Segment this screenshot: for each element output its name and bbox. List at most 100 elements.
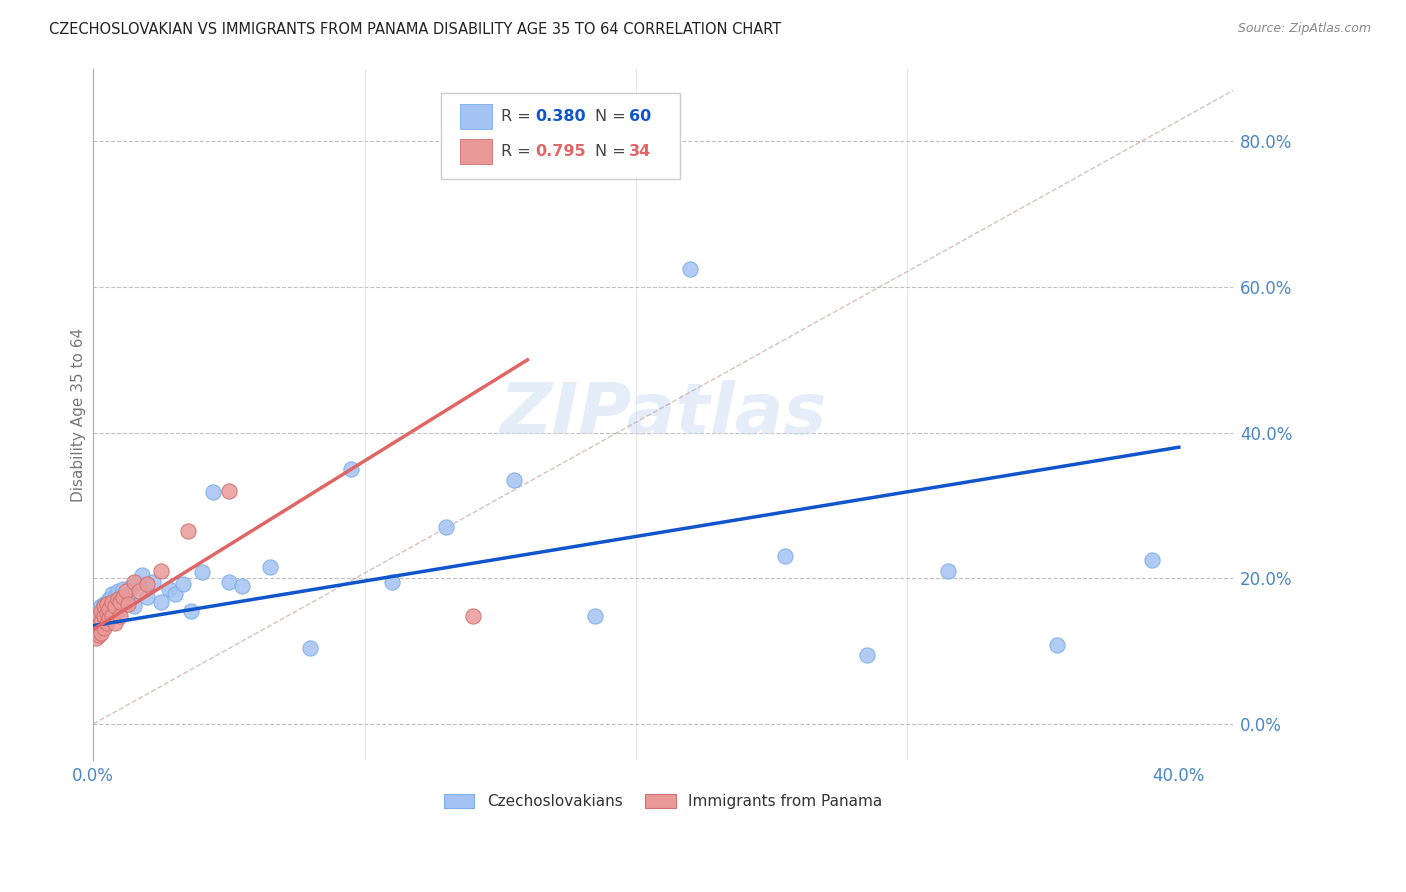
Point <box>218 483 240 498</box>
Point <box>96 597 118 611</box>
Point <box>381 574 404 589</box>
Point <box>136 577 159 591</box>
Point <box>98 607 121 622</box>
Text: CZECHOSLOVAKIAN VS IMMIGRANTS FROM PANAMA DISABILITY AGE 35 TO 64 CORRELATION CH: CZECHOSLOVAKIAN VS IMMIGRANTS FROM PANAM… <box>49 22 782 37</box>
Text: 60: 60 <box>628 110 651 125</box>
Text: R =: R = <box>502 110 536 125</box>
Point <box>502 473 524 487</box>
Point <box>180 604 202 618</box>
Point <box>101 594 124 608</box>
Point <box>679 261 702 276</box>
Text: 0.380: 0.380 <box>536 110 586 125</box>
Point <box>93 614 115 628</box>
Point <box>150 594 173 608</box>
Point <box>93 602 115 616</box>
Point <box>87 607 110 622</box>
Point <box>101 604 124 618</box>
Point <box>107 591 129 606</box>
Point <box>104 599 127 613</box>
Point <box>107 597 129 611</box>
Point <box>96 594 118 608</box>
Point <box>1046 638 1069 652</box>
Point <box>87 609 110 624</box>
Point <box>87 618 110 632</box>
Point <box>84 631 107 645</box>
Point <box>96 616 118 631</box>
Point <box>110 594 132 608</box>
Point <box>96 607 118 621</box>
Point <box>98 599 121 613</box>
Point <box>125 574 148 589</box>
Point <box>340 462 363 476</box>
Point <box>98 611 121 625</box>
Point <box>434 520 457 534</box>
Point <box>84 624 107 638</box>
Point <box>231 578 253 592</box>
Point <box>84 611 107 625</box>
Legend: Czechoslovakians, Immigrants from Panama: Czechoslovakians, Immigrants from Panama <box>437 788 889 815</box>
Point <box>98 591 121 606</box>
Point <box>122 574 145 589</box>
Point <box>98 602 121 616</box>
Point <box>131 567 153 582</box>
Text: ZIPatlas: ZIPatlas <box>499 380 827 449</box>
Point <box>114 594 136 608</box>
Point <box>114 584 136 599</box>
Point <box>90 599 112 613</box>
FancyBboxPatch shape <box>441 93 681 179</box>
Point <box>163 587 186 601</box>
Text: 0.795: 0.795 <box>536 144 586 159</box>
Point <box>463 609 485 624</box>
Point <box>107 584 129 599</box>
Point <box>90 626 112 640</box>
Point <box>87 613 110 627</box>
Point <box>259 560 281 574</box>
Point <box>101 594 124 608</box>
Point <box>855 648 877 662</box>
Point <box>157 582 180 597</box>
Bar <box>460 139 492 164</box>
Text: 34: 34 <box>628 144 651 159</box>
Text: Source: ZipAtlas.com: Source: ZipAtlas.com <box>1237 22 1371 36</box>
Point <box>87 616 110 631</box>
Point <box>122 599 145 613</box>
Text: N =: N = <box>595 144 631 159</box>
Point <box>90 614 112 628</box>
Point <box>936 564 959 578</box>
Point <box>84 609 107 624</box>
Point <box>90 609 112 624</box>
Point <box>190 566 212 580</box>
Point <box>93 607 115 621</box>
Point <box>104 599 127 613</box>
Point <box>93 621 115 635</box>
Point <box>172 577 194 591</box>
Point <box>177 524 200 538</box>
Point <box>101 587 124 601</box>
Point <box>775 549 797 564</box>
Point <box>117 587 139 601</box>
Point <box>218 574 240 589</box>
Point <box>96 600 118 615</box>
Point <box>112 582 135 597</box>
Y-axis label: Disability Age 35 to 64: Disability Age 35 to 64 <box>72 327 86 501</box>
Point <box>110 590 132 604</box>
Point <box>90 604 112 618</box>
Point <box>110 609 132 624</box>
Point <box>150 564 173 578</box>
Text: N =: N = <box>595 110 631 125</box>
Text: R =: R = <box>502 144 536 159</box>
Point <box>117 597 139 611</box>
Point <box>93 609 115 624</box>
Point <box>299 640 322 655</box>
Point <box>142 574 165 589</box>
Point <box>1140 553 1163 567</box>
Point <box>84 615 107 629</box>
Point <box>90 604 112 618</box>
Point <box>136 590 159 604</box>
Point <box>104 616 127 631</box>
Point <box>96 611 118 625</box>
Point <box>128 584 150 599</box>
Point <box>101 609 124 624</box>
Bar <box>460 104 492 129</box>
Point <box>104 590 127 604</box>
